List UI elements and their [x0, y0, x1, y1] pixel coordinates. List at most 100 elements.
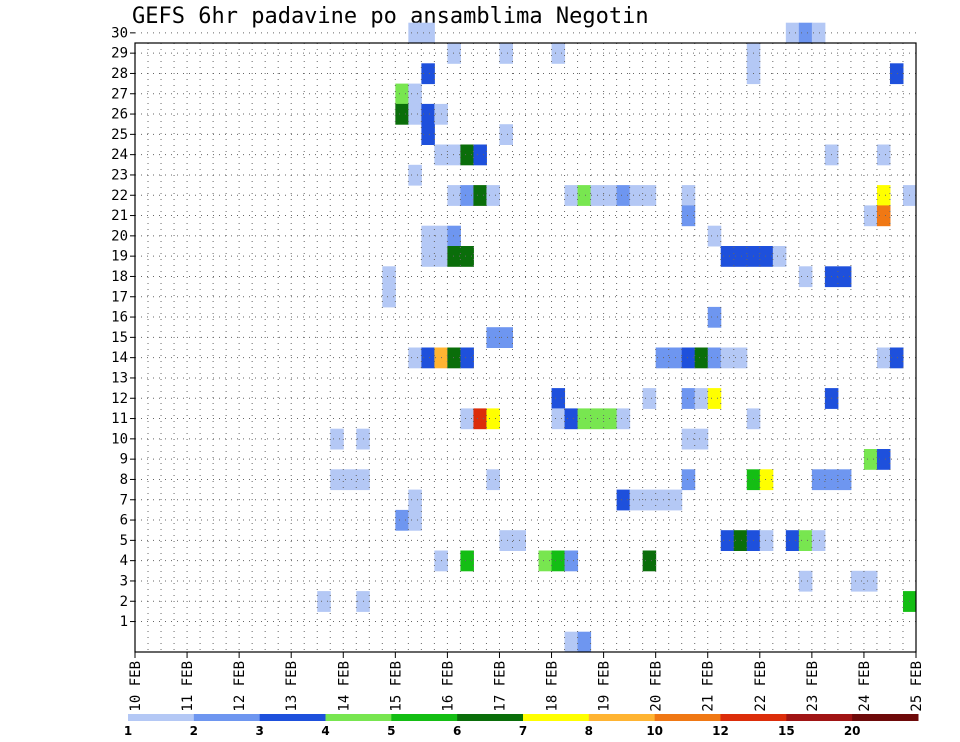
heatmap-cell [629, 185, 644, 206]
heatmap-cell [694, 388, 709, 409]
y-tick-label: 21 [111, 208, 128, 224]
heatmap-cell [603, 185, 618, 206]
colorbar-label: 8 [585, 724, 593, 738]
heatmap-cell [681, 205, 696, 227]
heatmap-cell [382, 286, 396, 308]
heatmap-cell [876, 347, 891, 369]
colorbar-swatch [193, 714, 261, 721]
heatmap-cell [408, 164, 422, 186]
y-tick-label: 3 [120, 573, 128, 589]
y-tick-label: 17 [111, 289, 128, 305]
colorbar-label: 4 [321, 724, 329, 738]
heatmap-cell [707, 225, 722, 247]
heatmap-cell [733, 530, 748, 551]
colorbar-swatch [852, 714, 919, 721]
heatmap-cell [642, 489, 657, 511]
y-tick-label: 29 [111, 46, 128, 62]
heatmap-cell [889, 63, 904, 85]
heatmap-cell [642, 185, 657, 206]
grid-lines [135, 32, 916, 652]
heatmap-cell [759, 246, 774, 267]
y-tick-label: 20 [111, 228, 128, 244]
heatmap-cell [538, 550, 553, 572]
y-tick-label: 28 [111, 66, 128, 82]
heatmap-cell [720, 246, 735, 267]
heatmap-cell [798, 530, 813, 551]
heatmap-cell [460, 144, 474, 166]
y-tick-label: 14 [111, 350, 128, 366]
y-tick-label: 4 [120, 553, 128, 569]
y-tick-label: 23 [111, 167, 128, 183]
heatmap-cell [551, 550, 566, 572]
x-tick-label: 15 FEB [388, 661, 404, 712]
heatmap-cell [499, 43, 513, 64]
y-tick-label: 26 [111, 107, 128, 123]
colorbar-label: 1 [124, 724, 132, 738]
colorbar: 1 2 3 4 5 6 7 8 10 12 15 20 [124, 714, 919, 738]
heatmap-cell [447, 185, 461, 206]
heatmap-cell [564, 550, 579, 572]
heatmap-cell [551, 408, 566, 430]
heatmap-cell [317, 591, 331, 612]
x-tick-label: 13 FEB [284, 661, 300, 712]
heatmap-cell [460, 550, 474, 572]
x-tick-label: 17 FEB [492, 661, 508, 712]
x-tick-label: 20 FEB [649, 661, 665, 712]
y-tick-label: 7 [120, 492, 128, 508]
heatmap-cell [681, 347, 696, 369]
heatmap-cell [681, 185, 696, 206]
heatmap-cell [473, 144, 487, 166]
heatmap-cell [564, 631, 579, 653]
heatmap-cell [330, 428, 344, 450]
y-tick-label: 19 [111, 249, 128, 265]
heatmap-cell [837, 266, 852, 288]
chart-title: GEFS 6hr padavine po ansamblima Negotin [132, 4, 649, 29]
y-tick-label: 6 [120, 513, 128, 529]
heatmap-cell [642, 388, 657, 409]
x-tick-label: 24 FEB [857, 661, 873, 712]
colorbar-swatch [259, 714, 326, 721]
heatmap-cell [408, 103, 422, 125]
heatmap-cell [616, 408, 631, 430]
heatmap-cell [343, 469, 357, 491]
y-tick-label: 22 [111, 188, 128, 204]
heatmap-cell [421, 225, 435, 247]
colorbar-swatch [457, 714, 524, 721]
colorbar-swatch [720, 714, 787, 721]
heatmap-cell [733, 347, 748, 369]
y-tick-label: 15 [111, 330, 128, 346]
heatmap-cell [408, 489, 422, 511]
x-tick-label: 19 FEB [597, 661, 613, 712]
colorbar-swatch [588, 714, 656, 721]
heatmap-cell [421, 103, 435, 125]
colorbar-swatch [523, 714, 590, 721]
heatmap-cell [616, 489, 631, 511]
y-tick-label: 11 [111, 411, 128, 427]
heatmap-cell [772, 246, 787, 267]
heatmap-cell [408, 22, 422, 44]
heatmap-cell [421, 124, 435, 145]
heatmap-cell [876, 185, 891, 206]
heatmap-cell [720, 347, 735, 369]
y-tick-label: 10 [111, 431, 128, 447]
heatmap-cell [447, 43, 461, 64]
heatmap-cell [551, 43, 566, 64]
heatmap-cell [486, 327, 500, 348]
heatmap-cell [577, 185, 592, 206]
heatmap-cell [564, 408, 579, 430]
heatmap-cell [811, 22, 826, 44]
y-tick-label: 24 [111, 147, 128, 163]
heatmap-cell [759, 530, 774, 551]
colorbar-label: 6 [453, 724, 461, 738]
heatmap-cell [421, 22, 435, 44]
heatmap-cell [655, 347, 670, 369]
y-tick-label: 30 [111, 25, 128, 41]
x-tick-label: 12 FEB [232, 661, 248, 712]
heatmap-cell [460, 347, 474, 369]
heatmap-cell [564, 185, 579, 206]
heatmap-cell [863, 449, 878, 470]
heatmap-cell [382, 266, 396, 288]
heatmap-cell [486, 408, 500, 430]
heatmap-cell [681, 469, 696, 491]
